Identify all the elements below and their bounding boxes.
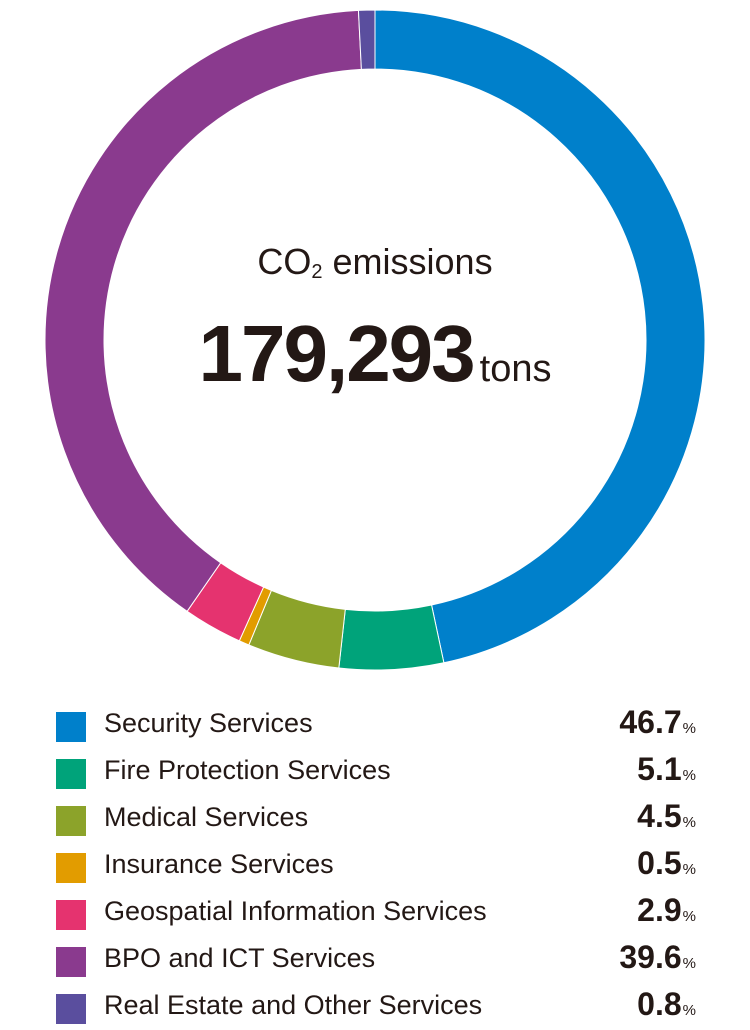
legend-swatch [56,806,86,836]
legend-item: BPO and ICT Services 39.6% [56,935,696,982]
center-title-suffix: emissions [322,241,493,282]
center-title-subscript: 2 [311,261,323,283]
center-total: 179,293 tons [0,306,750,402]
center-title: CO2 emissions [0,240,750,290]
percent-sign: % [682,861,696,878]
legend-swatch [56,900,86,930]
legend-item: Fire Protection Services 5.1% [56,747,696,794]
total-unit: tons [479,348,552,390]
data-label: 0.8 [637,986,682,1022]
legend-swatch [56,853,86,883]
pie-slice [374,9,706,664]
legend-item: Geospatial Information Services 2.9% [56,888,696,935]
legend-swatch [56,947,86,977]
center-title-prefix: CO [257,241,312,282]
legend-item: Medical Services 4.5% [56,794,696,841]
legend-value: 46.7% [619,700,696,744]
pie-slice [357,9,376,70]
pie-slice [338,604,445,671]
legend-value: 4.5% [637,794,696,838]
total-value: 179,293 [198,309,475,398]
legend-item: Real Estate and Other Services 0.8% [56,982,696,1029]
data-label: 46.7 [619,704,682,740]
legend: Security Services 46.7% Fire Protection … [56,700,696,1029]
data-label: 5.1 [637,751,682,787]
legend-value: 2.9% [637,888,696,932]
data-label: 2.9 [637,892,682,928]
legend-label: Real Estate and Other Services [104,990,483,1020]
legend-label: Security Services [104,708,313,738]
legend-value: 0.5% [637,841,696,885]
legend-item: Security Services 46.7% [56,700,696,747]
percent-sign: % [682,720,696,737]
legend-swatch [56,994,86,1024]
data-label: 39.6 [619,939,682,975]
legend-item: Insurance Services 0.5% [56,841,696,888]
percent-sign: % [682,767,696,784]
legend-label: Geospatial Information Services [104,896,487,926]
legend-swatch [56,759,86,789]
legend-value: 5.1% [637,747,696,791]
percent-sign: % [682,955,696,972]
donut-chart [44,9,706,671]
percent-sign: % [682,814,696,831]
legend-swatch [56,712,86,742]
pie-slice [44,9,362,612]
percent-sign: % [682,908,696,925]
legend-label: BPO and ICT Services [104,943,376,973]
percent-sign: % [682,1002,696,1019]
data-label: 4.5 [637,798,682,834]
legend-value: 0.8% [637,982,696,1026]
legend-label: Insurance Services [104,849,334,879]
legend-label: Fire Protection Services [104,755,391,785]
legend-label: Medical Services [104,802,309,832]
legend-value: 39.6% [619,935,696,979]
data-label: 0.5 [637,845,682,881]
